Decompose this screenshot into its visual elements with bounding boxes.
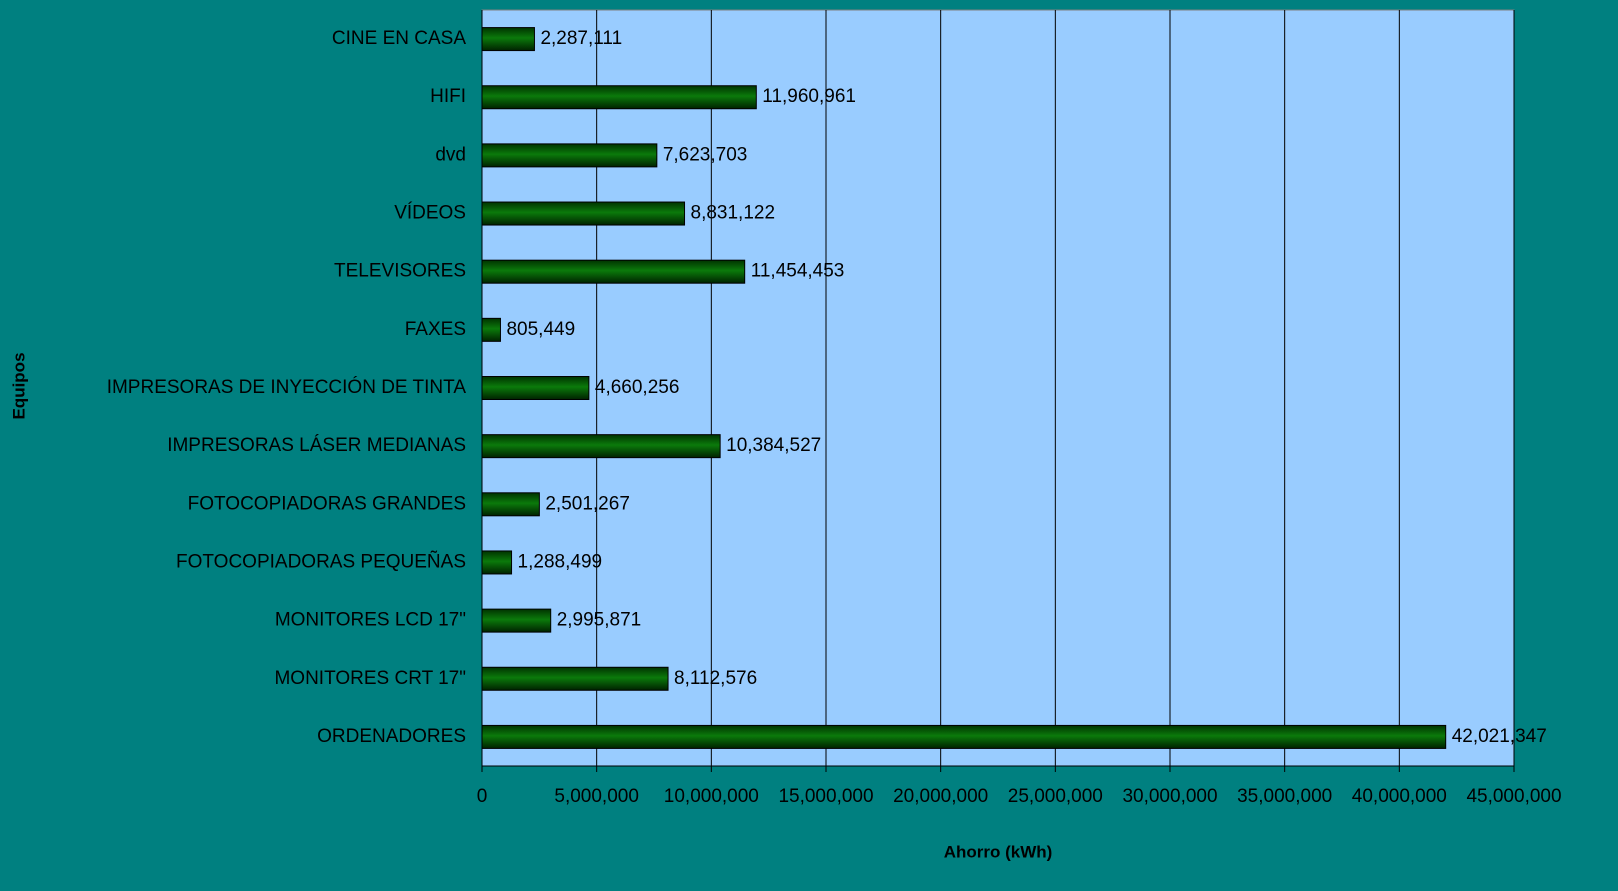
- bar: [481, 143, 658, 168]
- data-label: 8,831,122: [691, 203, 776, 224]
- data-label: 8,112,576: [674, 668, 757, 689]
- y-tick-label: TELEVISORES: [334, 261, 466, 282]
- y-tick-label: IMPRESORAS LÁSER MEDIANAS: [167, 435, 466, 456]
- y-tick-label: dvd: [435, 144, 466, 165]
- data-label: 11,454,453: [751, 261, 845, 282]
- data-label: 2,287,111: [540, 28, 622, 49]
- y-tick-label: VÍDEOS: [394, 203, 466, 224]
- bar: [481, 434, 721, 459]
- y-tick-label: MONITORES LCD 17": [275, 610, 466, 631]
- bar: [481, 201, 686, 226]
- x-tick-label: 10,000,000: [664, 786, 759, 807]
- y-tick-label: ORDENADORES: [317, 726, 466, 747]
- x-axis-title: Ahorro (kWh): [944, 842, 1053, 861]
- bar: [481, 259, 746, 284]
- bar: [481, 550, 513, 575]
- data-label: 4,660,256: [595, 377, 680, 398]
- plot-area: [481, 9, 1515, 767]
- bar: [481, 666, 669, 691]
- data-label: 11,960,961: [762, 86, 856, 107]
- x-tick-label: 15,000,000: [778, 786, 873, 807]
- bar: [481, 376, 590, 400]
- bar: [481, 27, 535, 52]
- data-label: 42,021,347: [1452, 726, 1547, 747]
- bar: [481, 724, 1447, 749]
- x-tick-label: 35,000,000: [1237, 786, 1332, 807]
- x-tick-label: 45,000,000: [1466, 786, 1561, 807]
- x-tick-label: 25,000,000: [1008, 786, 1103, 807]
- data-label: 805,449: [506, 319, 575, 340]
- y-tick-label: FAXES: [405, 319, 466, 340]
- x-tick-label: 40,000,000: [1352, 786, 1447, 807]
- bar: [481, 317, 501, 342]
- data-label: 10,384,527: [726, 435, 821, 456]
- data-label: 7,623,703: [663, 144, 748, 165]
- y-tick-label: HIFI: [430, 86, 466, 107]
- y-tick-label: IMPRESORAS DE INYECCIÓN DE TINTA: [107, 376, 467, 398]
- x-tick-label: 30,000,000: [1122, 786, 1217, 807]
- data-label: 2,501,267: [545, 493, 630, 514]
- x-tick-label: 5,000,000: [554, 786, 639, 807]
- y-tick-label: MONITORES CRT 17": [274, 668, 466, 689]
- data-label: 2,995,871: [557, 610, 642, 631]
- x-tick-label: 0: [477, 786, 488, 807]
- y-tick-label: FOTOCOPIADORAS PEQUEÑAS: [176, 550, 466, 572]
- bar: [481, 492, 540, 517]
- data-label: 1,288,499: [518, 551, 603, 572]
- bar: [481, 85, 757, 110]
- x-tick-label: 20,000,000: [893, 786, 988, 807]
- y-tick-label: CINE EN CASA: [332, 28, 466, 49]
- y-tick-label: FOTOCOPIADORAS GRANDES: [188, 493, 466, 514]
- y-axis-title: Equipos: [9, 352, 28, 419]
- bar: [481, 608, 552, 633]
